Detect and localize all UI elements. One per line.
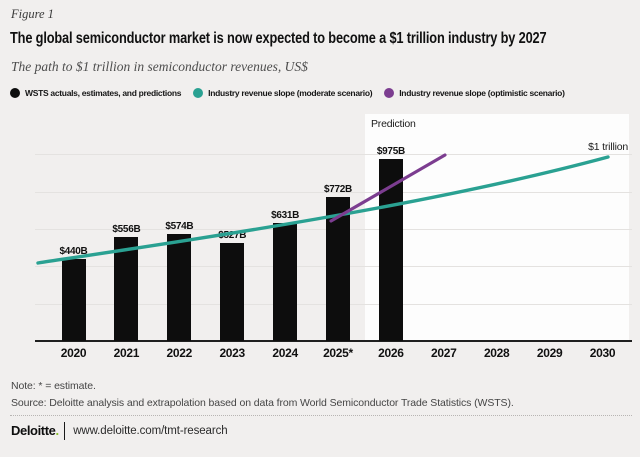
- vertical-divider: [63, 421, 66, 440]
- legend-label: WSTS actuals, estimates, and predictions: [25, 88, 182, 98]
- bar: [378, 159, 403, 341]
- x-axis-label: 2026: [378, 346, 404, 360]
- x-axis-label: 2025*: [323, 346, 353, 360]
- chart-legend: WSTS actuals, estimates, and predictions…: [10, 88, 634, 98]
- bar-value-label: $440B: [59, 245, 88, 257]
- bar-value-label: $631B: [271, 210, 300, 222]
- figure-label: Figure 1: [11, 7, 54, 21]
- deloitte-green-dot: .: [55, 423, 59, 438]
- x-axis-label: 2020: [60, 346, 87, 360]
- chart-subtitle: The path to $1 trillion in semiconductor…: [11, 59, 308, 74]
- x-axis-label: 2022: [166, 346, 193, 360]
- x-axis-label: 2024: [272, 346, 298, 360]
- bar: [326, 196, 350, 341]
- source-text: Source: Deloitte analysis and extrapolat…: [11, 397, 514, 409]
- legend-label: Industry revenue slope (moderate scenari…: [208, 88, 373, 98]
- x-axis-label: 2030: [589, 346, 616, 360]
- footer-divider-line: [10, 415, 632, 416]
- legend-item-optimistic: Industry revenue slope (optimistic scena…: [384, 88, 565, 98]
- deloitte-logo: Deloitte.: [11, 423, 59, 438]
- footer-url-link[interactable]: www.deloitte.com/tmt-research: [73, 424, 228, 437]
- purple-dot-icon: [384, 88, 395, 98]
- bar-value-label: $574B: [165, 220, 194, 232]
- bar: [61, 258, 86, 341]
- x-axis-label: 2023: [219, 346, 245, 360]
- bar: [167, 233, 192, 341]
- black-dot-icon: [10, 88, 20, 98]
- x-axis-line: [35, 340, 632, 342]
- bar-value-label: $556B: [112, 224, 141, 236]
- legend-label: Industry revenue slope (optimistic scena…: [399, 88, 565, 98]
- legend-item-moderate: Industry revenue slope (moderate scenari…: [193, 88, 373, 98]
- bar-value-label: $772B: [324, 183, 352, 195]
- legend-item-wsts: WSTS actuals, estimates, and predictions: [10, 88, 181, 98]
- x-axis-label: 2021: [113, 346, 140, 360]
- bar-value-label: $975B: [376, 146, 405, 157]
- prediction-annotation: Prediction: [371, 118, 416, 130]
- teal-dot-icon: [193, 88, 204, 98]
- x-axis-label: 2028: [483, 346, 510, 360]
- page-title: The global semiconductor market is now e…: [10, 30, 640, 48]
- bar-value-label: $527B: [218, 229, 247, 241]
- bar: [273, 223, 298, 341]
- note-text: Note: * = estimate.: [11, 380, 96, 392]
- x-axis-label: 2027: [431, 346, 457, 360]
- gridline: [35, 154, 632, 156]
- bar: [114, 237, 139, 341]
- bar: [220, 242, 245, 341]
- page-title-text: The global semiconductor market is now e…: [10, 30, 547, 47]
- footer-bar: Deloitte. www.deloitte.com/tmt-research: [11, 421, 228, 440]
- x-axis-label: 2029: [536, 346, 563, 360]
- one-trillion-annotation: $1 trillion: [588, 141, 628, 153]
